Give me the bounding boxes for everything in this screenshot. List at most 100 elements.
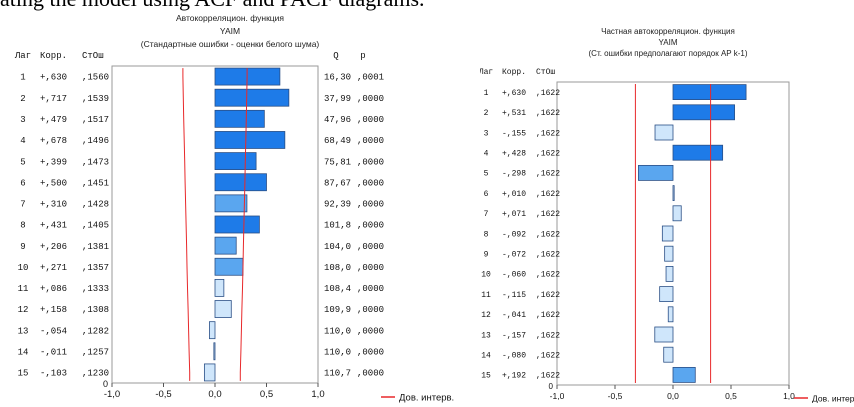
pacf-se-value: ,1622 — [536, 89, 560, 98]
pacf-lag-label: 4 — [484, 150, 489, 159]
pacf-x-tick-label: -1,0 — [550, 391, 565, 401]
acf-q-value: 108,0 — [324, 263, 351, 273]
pacf-lag-label: 5 — [484, 170, 489, 179]
pacf-se-value: ,1622 — [536, 352, 560, 361]
acf-p-value: ,0000 — [357, 369, 384, 379]
acf-corr-value: +,271 — [40, 263, 67, 273]
acf-q-value: 110,0 — [324, 347, 351, 357]
pacf-bar-lag-12 — [667, 306, 674, 323]
acf-p-value: ,0000 — [357, 178, 384, 188]
pacf-bar-lag-11 — [659, 286, 674, 303]
pacf-corr-value: +,630 — [502, 89, 526, 98]
pacf-se-value: ,1622 — [536, 230, 560, 239]
pacf-lag-label: 6 — [484, 190, 489, 199]
acf-corr-value: -,011 — [40, 347, 67, 357]
pacf-bar-lag-4 — [672, 144, 724, 161]
pacf-x-tick-label: 0,0 — [667, 391, 679, 401]
pacf-header-se: СтОш — [536, 68, 555, 77]
pacf-bar-lag-9 — [664, 245, 674, 262]
acf-x-tick-label: 0,0 — [208, 389, 221, 400]
acf-lag-label: 15 — [18, 369, 29, 379]
acf-corr-value: +,717 — [40, 94, 67, 104]
pacf-corr-value: -,298 — [502, 170, 526, 179]
acf-p-value: ,0000 — [357, 326, 384, 336]
acf-q-value: 47,96 — [324, 115, 351, 125]
acf-ci-line-lower — [182, 68, 191, 381]
acf-bar-lag-10 — [214, 257, 244, 276]
acf-p-value: ,0000 — [357, 263, 384, 273]
pacf-corr-value: -,060 — [502, 271, 526, 280]
pacf-lag-label: 12 — [481, 311, 491, 320]
acf-se-value: ,1539 — [82, 94, 109, 104]
acf-lag-label: 11 — [18, 284, 29, 294]
pacf-chart: Частная автокорреляцион. функция YAIM (Ст.… — [480, 27, 854, 404]
acf-bar-lag-8 — [214, 215, 260, 234]
pacf-title: Частная автокорреляцион. функция — [601, 27, 735, 36]
acf-p-value: ,0000 — [357, 221, 384, 231]
acf-lag-label: 6 — [20, 178, 25, 188]
pacf-lag-label: 1 — [484, 89, 489, 98]
acf-title: Автокорреляцион. функция — [176, 13, 284, 23]
pacf-corr-value: -,092 — [502, 230, 526, 239]
acf-q-value: 104,0 — [324, 242, 351, 252]
pacf-header-lag: Лаг — [480, 68, 493, 77]
acf-corr-value: +,086 — [40, 284, 67, 294]
pacf-lag-label: 7 — [484, 210, 489, 219]
acf-p-value: ,0000 — [357, 284, 384, 294]
pacf-lag-label: 15 — [481, 372, 491, 381]
acf-q-value: 108,4 — [324, 284, 351, 294]
acf-se-value: ,1560 — [82, 73, 109, 83]
pacf-corr-value: -,041 — [502, 311, 526, 320]
acf-bar-lag-12 — [214, 300, 232, 318]
acf-bar-lag-2 — [214, 88, 290, 107]
acf-p-value: ,0001 — [357, 73, 384, 83]
acf-p-value: ,0000 — [357, 136, 384, 146]
acf-x-tick-label: -1,0 — [104, 389, 120, 400]
pacf-se-value: ,1622 — [536, 271, 560, 280]
acf-bar-lag-3 — [214, 109, 265, 128]
pacf-se-value: ,1622 — [536, 251, 560, 260]
pacf-lag-label: 3 — [484, 129, 489, 138]
acf-lag-label: 12 — [18, 305, 29, 315]
acf-lag-label: 13 — [18, 326, 29, 336]
acf-q-value: 75,81 — [324, 157, 351, 167]
acf-lag-label: 7 — [20, 200, 25, 210]
acf-header-q: Q — [333, 51, 338, 61]
pacf-se-value: ,1622 — [536, 331, 560, 340]
acf-se-value: ,1428 — [82, 200, 109, 210]
acf-corr-value: +,630 — [40, 73, 67, 83]
acf-corr-value: +,399 — [40, 157, 67, 167]
pacf-lag-label: 11 — [481, 291, 491, 300]
pacf-x-tick-label: 0,5 — [725, 391, 737, 401]
pacf-corr-value: +,428 — [502, 150, 526, 159]
pacf-bar-lag-5 — [638, 164, 674, 181]
acf-p-value: ,0000 — [357, 157, 384, 167]
acf-x-tick-label: 1,0 — [311, 389, 324, 400]
acf-y-tick-label: 0 — [103, 379, 108, 389]
pacf-bar-lag-14 — [663, 346, 674, 363]
acf-subtitle: YAIM — [220, 26, 240, 36]
acf-q-value: 87,67 — [324, 178, 351, 188]
pacf-lag-label: 10 — [481, 271, 491, 280]
acf-q-value: 101,8 — [324, 221, 351, 231]
acf-note: (Стандартные ошибки - оценки белого шума… — [141, 39, 320, 49]
acf-p-value: ,0000 — [357, 200, 384, 210]
acf-p-value: ,0000 — [357, 115, 384, 125]
acf-q-value: 110,0 — [324, 326, 351, 336]
pacf-lag-label: 2 — [484, 109, 489, 118]
acf-se-value: ,1473 — [82, 157, 109, 167]
acf-q-value: 110,7 — [324, 369, 351, 379]
pacf-x-tick-label: 1,0 — [783, 391, 795, 401]
acf-bar-lag-14 — [213, 342, 216, 361]
acf-corr-value: +,678 — [40, 136, 67, 146]
acf-lag-label: 2 — [20, 94, 25, 104]
pacf-corr-value: -,080 — [502, 352, 526, 361]
acf-header-p: p — [360, 51, 365, 61]
acf-se-value: ,1333 — [82, 284, 109, 294]
acf-bar-lag-6 — [214, 173, 267, 192]
acf-se-value: ,1257 — [82, 347, 109, 357]
acf-bar-lag-11 — [214, 278, 225, 297]
pacf-subtitle: YAIM — [659, 38, 678, 47]
acf-corr-value: -,054 — [40, 326, 67, 336]
acf-lag-label: 3 — [20, 115, 25, 125]
